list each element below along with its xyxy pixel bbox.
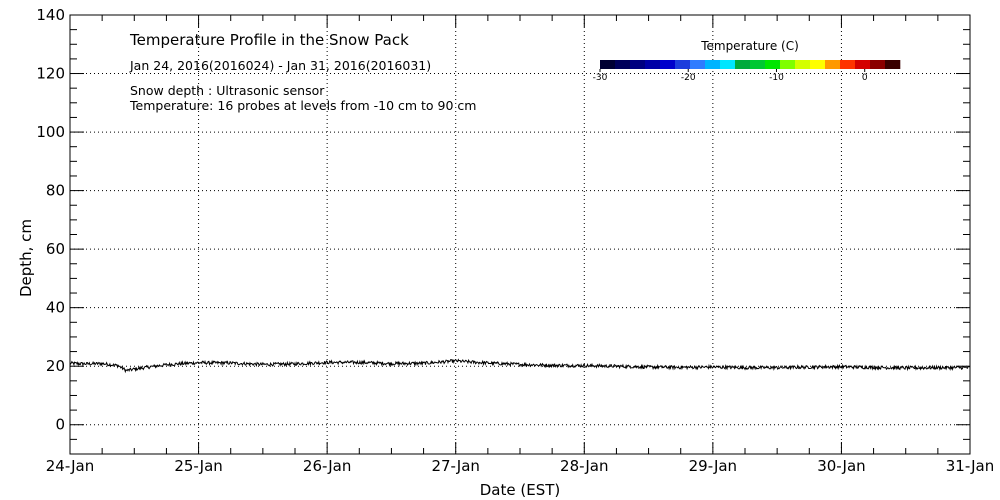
colorbar-title: Temperature (C) xyxy=(700,39,799,53)
series-layer xyxy=(69,358,970,374)
annotation-temperature: Temperature: 16 probes at levels from -1… xyxy=(129,98,476,113)
colorbar-cell xyxy=(780,60,796,69)
x-tick-label: 28-Jan xyxy=(560,457,608,475)
colorbar-tick-label: 0 xyxy=(862,73,868,83)
chart-title: Temperature Profile in the Snow Pack xyxy=(129,31,409,49)
annotation-snow-depth: Snow depth : Ultrasonic sensor xyxy=(130,83,325,98)
colorbar-cell xyxy=(660,60,676,69)
colorbar-cell xyxy=(600,60,616,69)
colorbar-tick-label: -20 xyxy=(681,73,696,83)
x-tick-label: 27-Jan xyxy=(431,457,479,475)
colorbar-cell xyxy=(750,60,766,69)
y-tick-label: 60 xyxy=(46,240,65,258)
colorbar-cell xyxy=(645,60,661,69)
x-axis-title: Date (EST) xyxy=(480,481,561,499)
x-tick-label: 25-Jan xyxy=(174,457,222,475)
colorbar-cells xyxy=(600,60,901,69)
colorbar-cell xyxy=(825,60,841,69)
colorbar-tick-label: -10 xyxy=(769,73,784,83)
axis-ticks xyxy=(69,14,971,455)
snow-depth-line xyxy=(69,358,970,374)
colorbar-cell xyxy=(885,60,901,69)
colorbar-cell xyxy=(690,60,706,69)
y-axis-title: Depth, cm xyxy=(17,219,35,297)
x-tick-label: 29-Jan xyxy=(689,457,737,475)
colorbar-cell xyxy=(630,60,646,69)
colorbar-cell xyxy=(795,60,811,69)
colorbar-cell xyxy=(840,60,856,69)
chart-subtitle: Jan 24, 2016(2016024) - Jan 31, 2016(201… xyxy=(129,58,431,73)
y-tick-label: 40 xyxy=(46,299,65,317)
colorbar-cell xyxy=(705,60,721,69)
colorbar-cell xyxy=(810,60,826,69)
x-tick-labels: 24-Jan 25-Jan 26-Jan 27-Jan 28-Jan 29-Jan 30-J… xyxy=(46,457,994,475)
plot-frame xyxy=(69,14,971,455)
x-tick-label: 31-Jan xyxy=(946,457,994,475)
colorbar-cell xyxy=(855,60,871,69)
colorbar-cell xyxy=(735,60,751,69)
y-tick-labels: 0 20 40 60 80 100 120 140 xyxy=(36,6,65,434)
colorbar-cell xyxy=(765,60,781,69)
colorbar-cell xyxy=(615,60,631,69)
colorbar-ticks: -30 -20 -10 0 xyxy=(593,69,868,83)
x-tick-label: 24-Jan xyxy=(46,457,94,475)
y-tick-label: 20 xyxy=(46,357,65,375)
colorbar: Temperature (C) -30 -20 -10 0 xyxy=(593,39,901,83)
colorbar-tick-label: -30 xyxy=(593,73,608,83)
colorbar-cell xyxy=(675,60,691,69)
y-tick-label: 100 xyxy=(36,123,65,141)
x-tick-label: 26-Jan xyxy=(303,457,351,475)
y-tick-label: 140 xyxy=(36,6,65,24)
colorbar-cell xyxy=(870,60,886,69)
y-tick-label: 120 xyxy=(36,65,65,83)
y-tick-label: 0 xyxy=(55,416,65,434)
grid-lines xyxy=(70,15,970,454)
y-tick-label: 80 xyxy=(46,182,65,200)
x-tick-label: 30-Jan xyxy=(817,457,865,475)
colorbar-cell xyxy=(720,60,736,69)
